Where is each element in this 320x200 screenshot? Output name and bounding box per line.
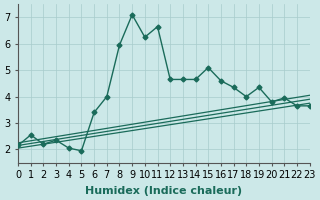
X-axis label: Humidex (Indice chaleur): Humidex (Indice chaleur) [85,186,243,196]
